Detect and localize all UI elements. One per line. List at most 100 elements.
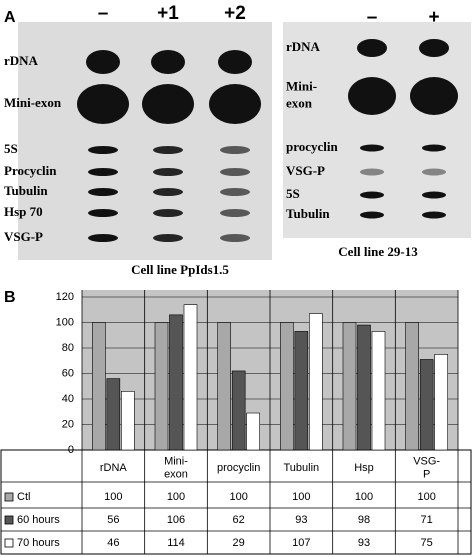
band <box>218 50 252 74</box>
table-value: 29 <box>233 537 245 549</box>
caption: Cell line PpIds1.5 <box>131 262 229 277</box>
panel-label: A <box>4 9 16 26</box>
y-tick-label: 0 <box>68 444 74 456</box>
table-value: 100 <box>292 491 310 503</box>
band <box>220 168 250 176</box>
band <box>220 146 250 154</box>
band <box>360 168 384 176</box>
right-blot <box>283 22 471 238</box>
caption: Cell line 29-13 <box>338 244 418 259</box>
table-value: 93 <box>358 537 370 549</box>
band <box>422 144 446 152</box>
x-tick-label: Hsp <box>354 462 374 474</box>
band-label: VSG-P <box>286 163 325 178</box>
band <box>220 188 250 196</box>
band <box>153 146 183 154</box>
band <box>153 234 183 242</box>
lane-label: – <box>367 7 378 28</box>
band <box>151 50 185 74</box>
bar <box>154 322 169 451</box>
table-value: 100 <box>229 491 247 503</box>
bar <box>217 322 231 451</box>
band <box>88 234 118 242</box>
band <box>88 168 118 176</box>
lane-label: + <box>428 7 439 28</box>
band <box>88 146 118 154</box>
table-value: 114 <box>167 537 185 549</box>
lane-label: – <box>98 3 109 24</box>
band-label: Mini-exon <box>4 95 62 110</box>
table-value: 71 <box>421 514 433 526</box>
bar <box>183 304 198 451</box>
band-label: Tubulin <box>286 206 330 221</box>
table-value: 100 <box>417 491 435 503</box>
band <box>153 188 183 196</box>
band <box>153 168 183 176</box>
band <box>410 77 458 115</box>
y-tick-label: 40 <box>62 393 74 405</box>
bar <box>294 331 309 451</box>
band-label: rDNA <box>286 39 321 54</box>
bar <box>405 322 419 451</box>
table-value: 75 <box>421 537 433 549</box>
band <box>86 50 120 74</box>
bar <box>280 322 294 451</box>
bar <box>419 359 434 451</box>
table-value: 93 <box>295 514 307 526</box>
bar <box>342 322 357 451</box>
y-tick-label: 100 <box>56 316 74 328</box>
band-label: rDNA <box>4 53 39 68</box>
bar <box>106 378 121 451</box>
x-tick-label: procyclin <box>217 462 260 474</box>
table-value: 56 <box>107 514 119 526</box>
x-tick-label: Tubulin <box>283 462 319 474</box>
y-tick-label: 80 <box>62 342 74 354</box>
y-tick-label: 120 <box>56 291 74 303</box>
table-value: 107 <box>292 537 310 549</box>
x-tick-label: Mini-exon <box>164 455 188 480</box>
lane-label: +1 <box>157 3 179 24</box>
band-label: Procyclin <box>4 163 57 178</box>
band <box>209 84 261 124</box>
legend-label: 70 hours <box>17 537 60 549</box>
band <box>422 211 446 219</box>
band <box>153 209 183 217</box>
band <box>142 84 194 124</box>
band-label: Hsp 70 <box>4 204 43 219</box>
band <box>422 191 446 199</box>
bar <box>121 391 135 451</box>
bar <box>246 412 260 451</box>
bar <box>309 313 323 451</box>
table-value: 100 <box>104 491 122 503</box>
band <box>348 77 396 115</box>
band <box>357 39 387 57</box>
x-tick-label: rDNA <box>100 462 128 474</box>
band-label: 5S <box>4 141 18 156</box>
legend-swatch <box>4 515 14 525</box>
band-label: Tubulin <box>4 183 48 198</box>
bar <box>169 314 183 451</box>
band <box>419 39 449 57</box>
bar <box>357 324 371 451</box>
panel-label: B <box>4 289 16 306</box>
band <box>422 168 446 176</box>
bar <box>92 322 106 451</box>
y-tick-label: 20 <box>62 418 74 430</box>
band-label: procyclin <box>286 139 339 154</box>
band <box>360 211 384 219</box>
table-value: 98 <box>358 514 370 526</box>
y-tick-label: 60 <box>62 367 74 379</box>
table-value: 106 <box>167 514 185 526</box>
bar <box>434 354 448 451</box>
band <box>360 191 384 199</box>
legend-label: 60 hours <box>17 514 60 526</box>
legend-swatch <box>4 492 14 502</box>
legend-swatch <box>4 538 14 548</box>
table-value: 100 <box>355 491 373 503</box>
band <box>88 209 118 217</box>
bar <box>371 331 386 451</box>
legend-label: Ctl <box>17 491 30 503</box>
band-label: 5S <box>286 186 300 201</box>
band-label: Mini-exon <box>286 78 317 110</box>
